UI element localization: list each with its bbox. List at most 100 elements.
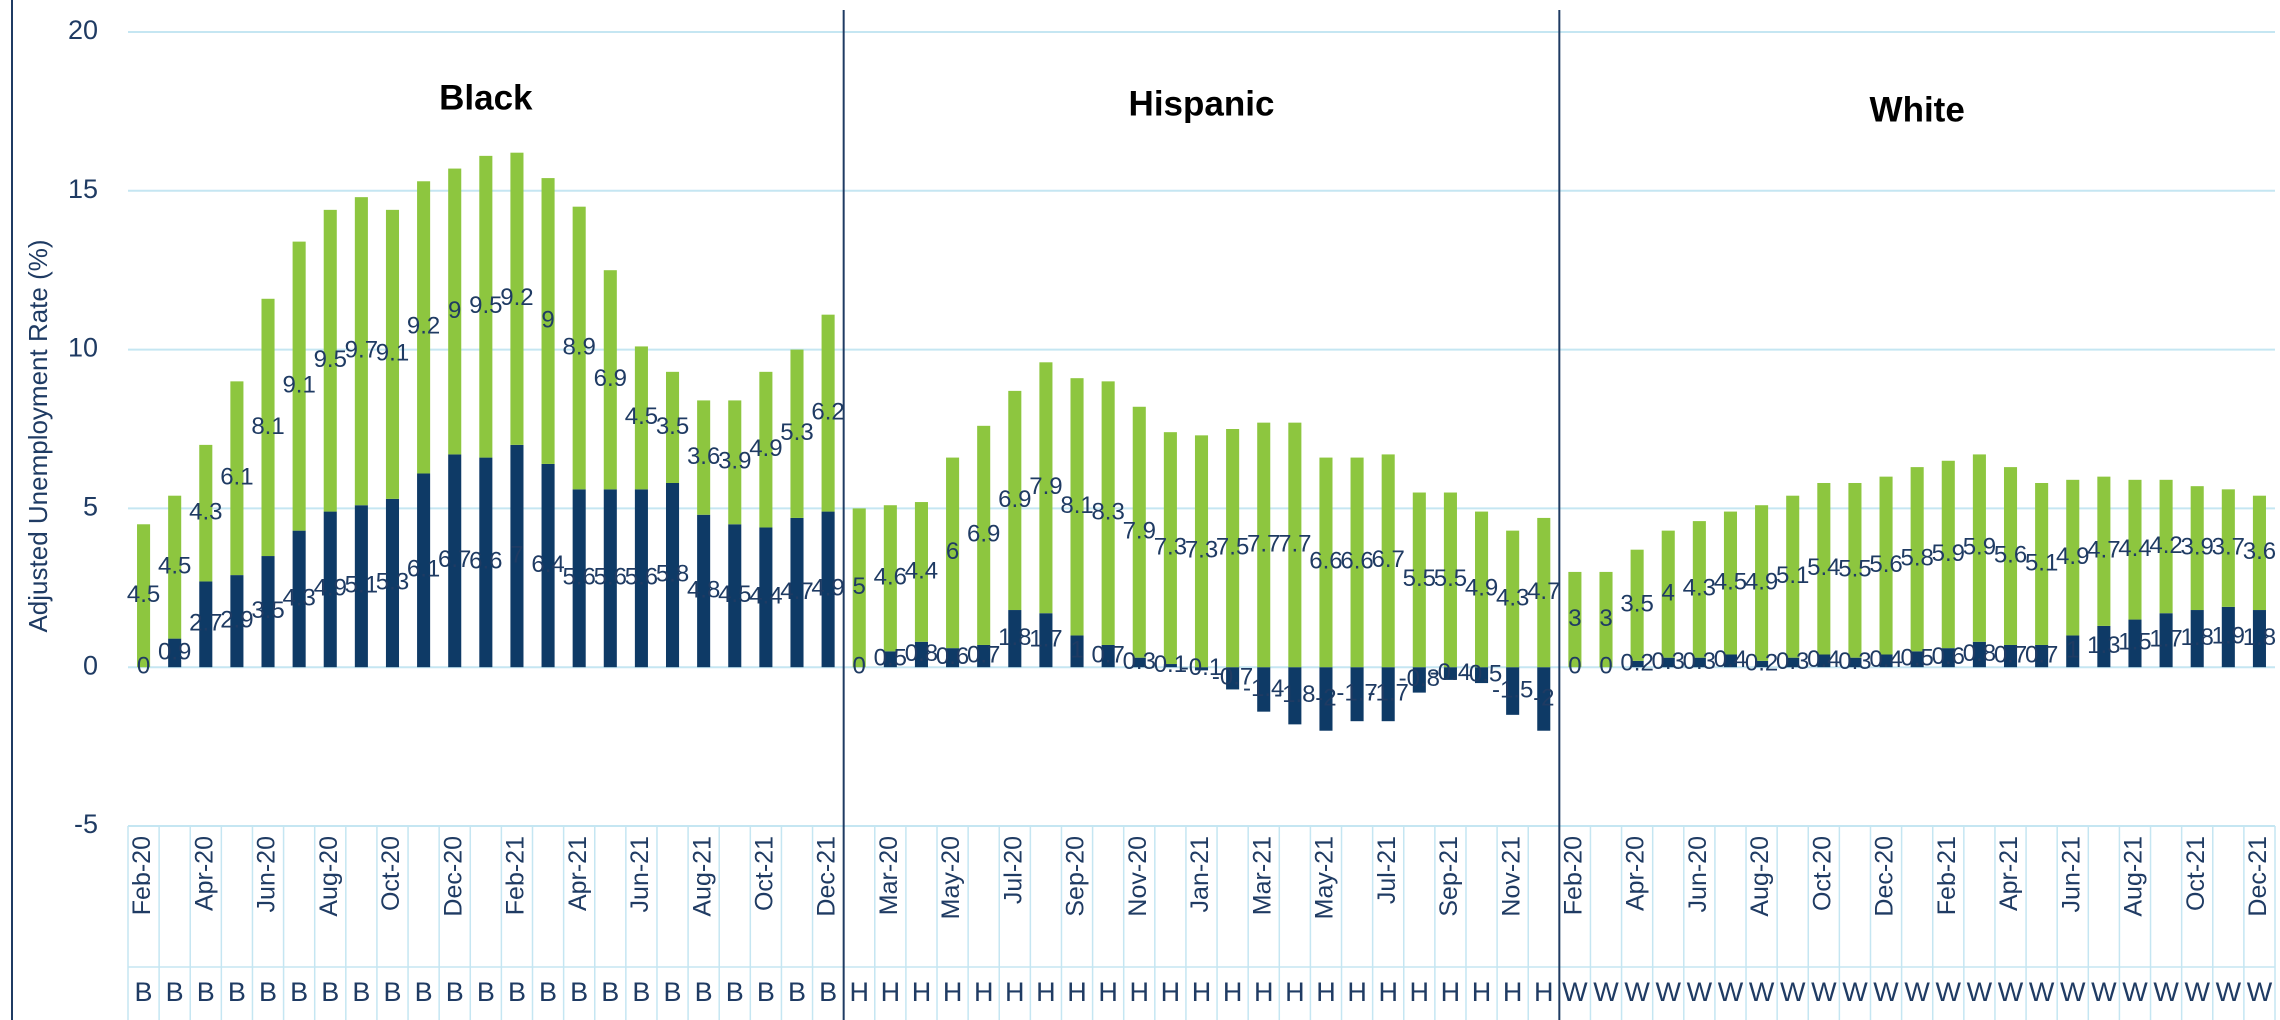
bar [1070,635,1084,668]
bar [2097,625,2111,668]
y-tick-label: 15 [68,174,98,204]
bar [199,444,213,582]
bar [1257,667,1271,712]
data-label: 0 [853,653,866,680]
group-letter: B [197,977,215,1007]
bar [2035,644,2049,668]
bar [1630,549,1644,661]
bar [1350,457,1364,668]
x-tick-label: May-21 [1311,836,1339,919]
bar [790,349,804,518]
bar [1008,390,1022,611]
bar [883,505,897,652]
data-label: 0 [137,653,150,680]
data-label: 3.6 [2243,538,2276,565]
group-letter: W [1624,977,1650,1007]
group-letter: H [1503,977,1523,1007]
data-label: 0.7 [967,641,1000,668]
data-label: 0 [1568,653,1581,680]
data-label: 9 [541,306,554,333]
bar [448,168,462,455]
data-label: 4.5 [625,403,658,430]
data-label: 4.5 [1714,568,1747,595]
group-letter: H [881,977,901,1007]
bar [1506,667,1520,715]
x-tick-label: Dec-20 [439,836,467,917]
data-label: 0 [1599,653,1612,680]
data-label: 2.7 [189,610,222,637]
bar [977,644,991,668]
bar [697,514,711,668]
bar [1008,610,1022,668]
bar [1381,454,1395,668]
bar [1692,657,1706,668]
data-label: 1.8 [998,624,1031,651]
bar [1319,667,1333,731]
data-label: 6 [946,538,959,565]
group-letter: W [2091,977,2117,1007]
bar [1692,521,1706,658]
data-label: 4.9 [1745,568,1778,595]
x-tick-label: Aug-21 [688,836,716,917]
data-label: 1.3 [2087,632,2120,659]
group-letter: W [1780,977,1806,1007]
bar [1723,511,1738,655]
x-tick-label: Mar-21 [1248,836,1276,915]
group-letter: H [1285,977,1305,1007]
data-label: 4.9 [1465,575,1498,602]
x-tick-label: Aug-20 [315,836,343,917]
bar [1194,667,1209,671]
group-letter: W [1998,977,2024,1007]
x-tick-label: Feb-21 [1933,836,1961,915]
group-letter: B [601,977,619,1007]
group-title: Black [439,78,533,117]
data-label: 5.8 [656,560,689,587]
bar [665,371,680,483]
bar [634,346,648,490]
data-label: 4.4 [749,583,782,610]
bar [261,556,275,668]
x-tick-label: Aug-20 [1746,836,1774,917]
data-label: 4.7 [2087,537,2120,564]
bar [1443,667,1457,680]
bar [2035,482,2049,645]
bar [728,400,742,525]
bar [914,641,928,668]
bar [137,524,151,668]
group-letter: B [788,977,806,1007]
data-label: 4.9 [2056,543,2089,570]
bar [199,581,213,668]
data-label: 0.4 [1869,646,1902,673]
group-letter: H [1347,977,1367,1007]
data-label: 1 [1070,637,1083,664]
bar [1257,422,1271,668]
group-letter: B [321,977,339,1007]
data-label: 4.6 [874,564,907,591]
group-letter: B [539,977,557,1007]
data-label: 4 [1662,579,1675,606]
group-letter: H [1098,977,1118,1007]
bar [572,206,586,490]
bar [572,489,586,668]
bar [292,241,306,531]
group-letter: B [757,977,775,1007]
data-label: 7.9 [1029,473,1062,500]
group-letter: W [1873,977,1899,1007]
bar [883,651,897,668]
data-label: 8.1 [1060,492,1093,519]
data-label: 7.3 [1154,533,1187,560]
data-label: 5.1 [1776,562,1809,589]
data-label: 1.8 [2243,624,2276,651]
data-label: 0.8 [905,640,938,667]
data-label: 1.9 [2212,622,2245,649]
bar [1319,457,1333,668]
group-letter: H [974,977,994,1007]
y-tick-label: 0 [83,650,98,680]
data-label: 5.5 [1838,556,1871,583]
group-letter: W [1562,977,1588,1007]
bar [1163,432,1177,665]
data-label: 5.6 [1869,551,1902,578]
x-tick-label: Sep-21 [1435,836,1463,917]
group-letter: H [1223,977,1243,1007]
